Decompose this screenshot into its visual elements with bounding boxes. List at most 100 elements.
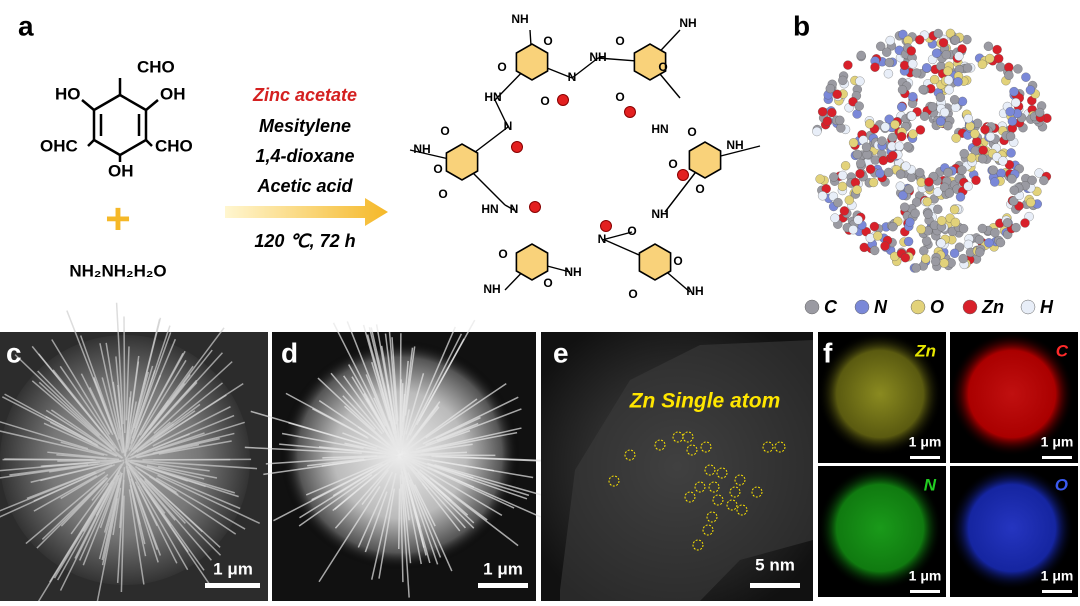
atom xyxy=(942,50,951,59)
legend-label: N xyxy=(874,297,888,317)
atom-label: O xyxy=(695,182,704,196)
atom xyxy=(884,168,893,177)
atom xyxy=(836,124,845,133)
ring xyxy=(446,144,477,180)
atom xyxy=(956,192,965,201)
atom xyxy=(944,76,953,85)
atom xyxy=(950,249,959,258)
condition: 120 ℃, 72 h xyxy=(254,231,355,251)
atom xyxy=(904,237,913,246)
atom xyxy=(845,196,854,205)
atom-label: NH xyxy=(589,50,606,64)
atom xyxy=(936,117,945,126)
atom-label: NH xyxy=(686,284,703,298)
atom xyxy=(1021,219,1030,228)
atom xyxy=(886,36,895,45)
atom xyxy=(849,225,858,234)
atom xyxy=(919,85,928,94)
atom xyxy=(981,125,990,134)
atom xyxy=(951,36,960,45)
atom-label: NH xyxy=(726,138,743,152)
zn-atom xyxy=(625,107,636,118)
crystal-model xyxy=(812,29,1051,273)
atom-label: O xyxy=(628,287,637,301)
atom xyxy=(924,210,933,219)
atom xyxy=(917,225,926,234)
legend-label: C xyxy=(824,297,838,317)
atom xyxy=(1004,63,1013,72)
annotation: Zn Single atom xyxy=(629,390,781,413)
legend-swatch xyxy=(805,300,819,314)
zn-atom xyxy=(601,221,612,232)
atom xyxy=(933,205,942,214)
map-label: O xyxy=(1055,475,1068,494)
atom xyxy=(1011,98,1020,107)
atom xyxy=(895,142,904,151)
atom-label: O xyxy=(673,254,682,268)
atom xyxy=(928,102,937,111)
atom xyxy=(966,122,975,131)
atom xyxy=(912,69,921,78)
atom xyxy=(944,168,953,177)
atom xyxy=(984,42,993,51)
atom xyxy=(1026,198,1035,207)
atom xyxy=(1012,223,1021,232)
atom-label: NH xyxy=(564,265,581,279)
atom xyxy=(954,77,963,86)
atom xyxy=(855,102,864,111)
panel-label: f xyxy=(823,337,833,368)
scale-bar-label: 1 μm xyxy=(909,434,942,450)
atom xyxy=(881,123,890,132)
atom-label: N xyxy=(504,119,513,133)
atom xyxy=(964,182,973,191)
haadf-image: 1 μm d xyxy=(245,320,556,601)
atom xyxy=(940,108,949,117)
atom xyxy=(1013,64,1022,73)
ring xyxy=(516,244,547,280)
atom xyxy=(920,112,929,121)
map-label: N xyxy=(924,475,937,494)
atom xyxy=(898,85,907,94)
atom xyxy=(1007,174,1016,183)
atom xyxy=(978,60,987,69)
atom-label: O xyxy=(540,94,549,108)
atom xyxy=(951,218,960,227)
atom xyxy=(853,185,862,194)
atom xyxy=(915,168,924,177)
atom-label: NH xyxy=(679,16,696,30)
atom xyxy=(903,142,912,151)
legend-label: H xyxy=(1040,297,1054,317)
atom xyxy=(873,231,882,240)
group-label: HO xyxy=(55,84,81,103)
panel-label: b xyxy=(793,10,810,41)
stem-image: Zn Single atom 5 nm e xyxy=(541,332,813,601)
atom-label: O xyxy=(440,124,449,138)
hydrazine: NH₂NH₂H₂O xyxy=(69,261,166,280)
group-label: OH xyxy=(108,161,134,180)
ring xyxy=(689,142,720,178)
atom xyxy=(904,185,913,194)
atom-label: N xyxy=(510,202,519,216)
group-label: CHO xyxy=(155,136,193,155)
scale-bar xyxy=(1042,590,1072,593)
atom xyxy=(1007,148,1016,157)
atom xyxy=(888,222,897,231)
fiber xyxy=(124,316,125,433)
atom xyxy=(888,151,897,160)
scale-bar-label: 5 nm xyxy=(755,555,795,574)
atom xyxy=(939,38,948,47)
atom-label: O xyxy=(543,276,552,290)
benzene xyxy=(82,78,158,162)
atom xyxy=(936,93,945,102)
atom xyxy=(963,64,972,73)
atom xyxy=(871,63,880,72)
atom xyxy=(866,165,875,174)
atom xyxy=(978,224,987,233)
atom-label: N xyxy=(568,70,577,84)
atom xyxy=(945,85,954,94)
atom xyxy=(1004,71,1013,80)
condition: Acetic acid xyxy=(256,176,353,196)
atom xyxy=(907,173,916,182)
atom-label: O xyxy=(687,125,696,139)
